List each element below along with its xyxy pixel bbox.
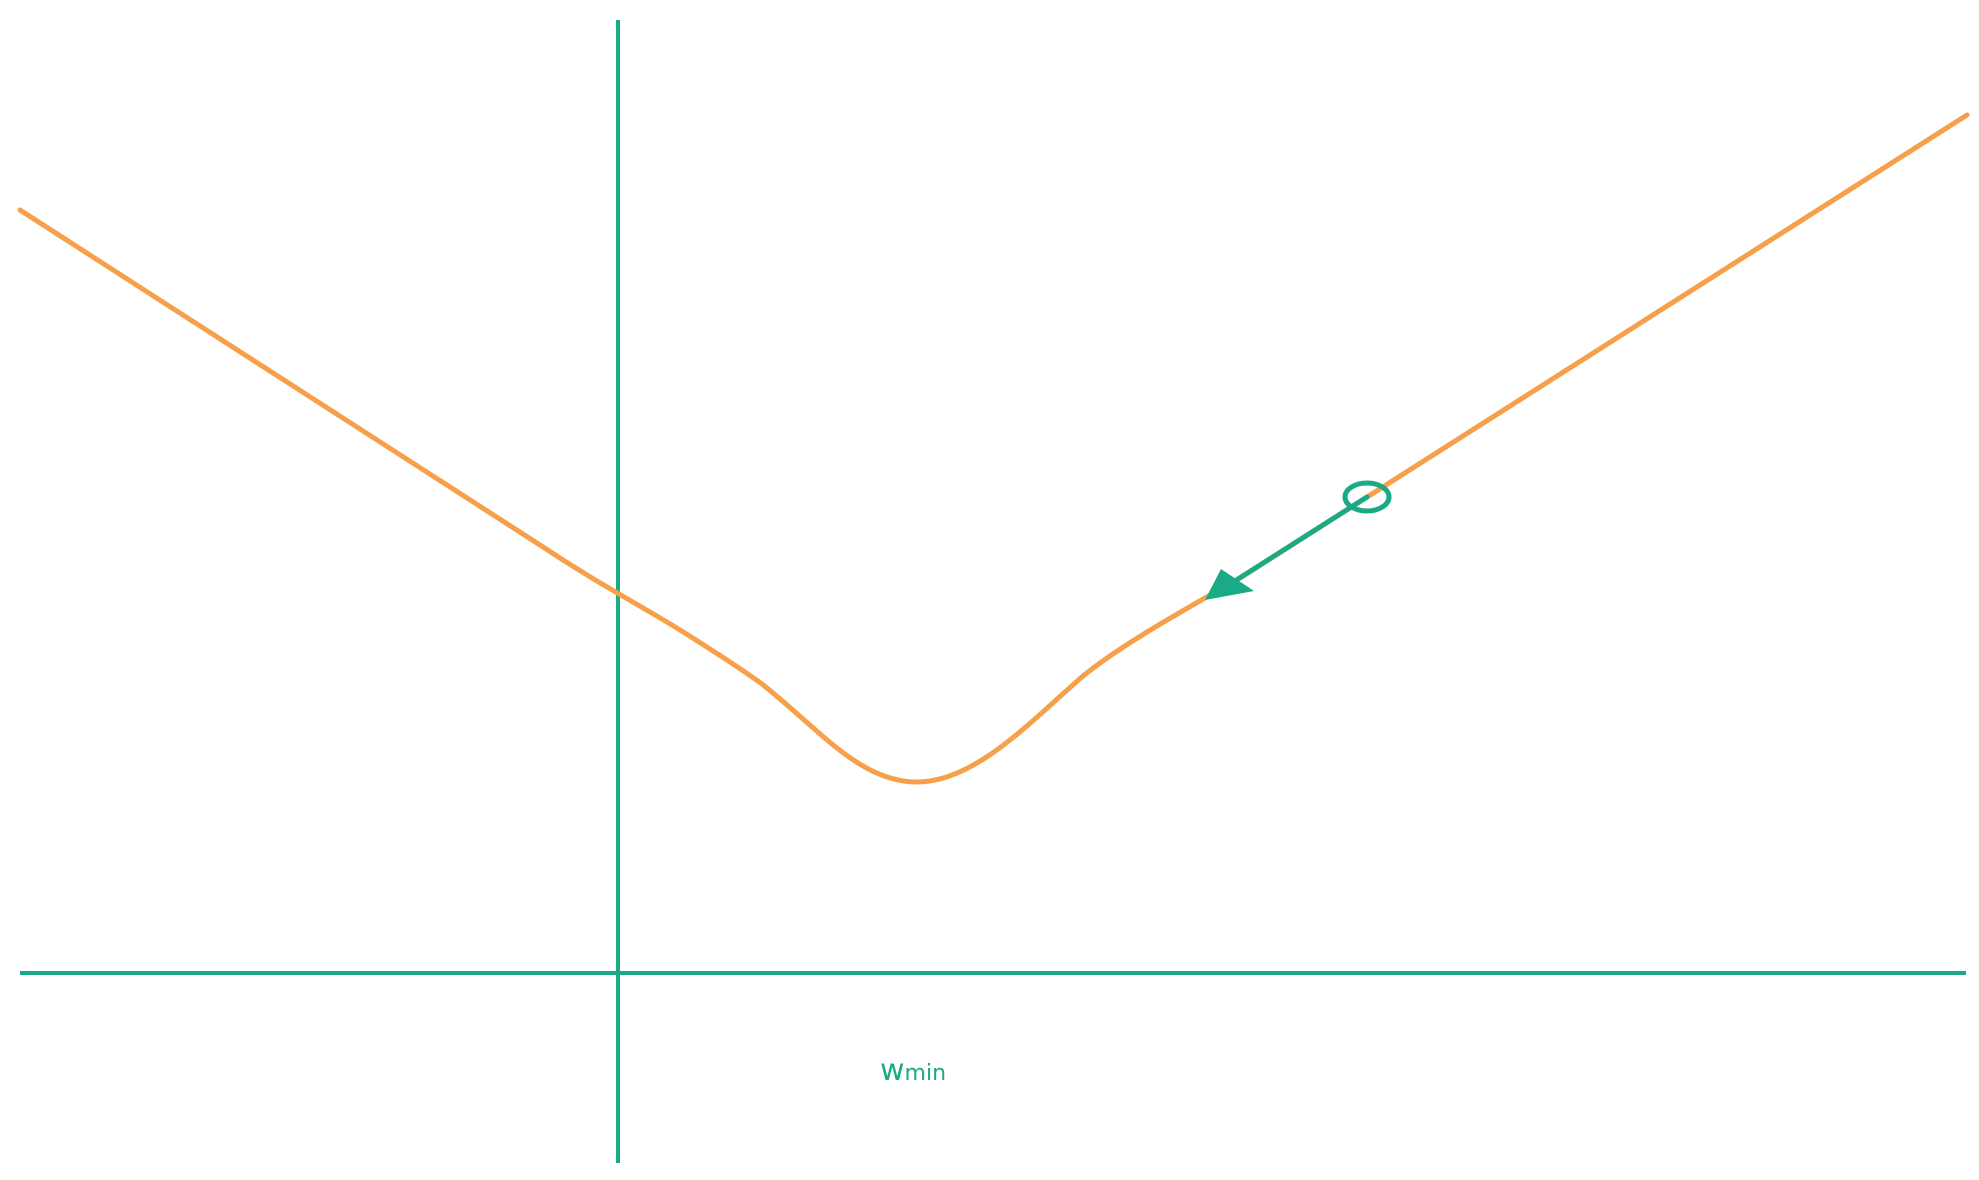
w-min-label: wmin (880, 1053, 946, 1088)
loss-curve (17, 112, 1970, 785)
arrowhead-icon (1205, 569, 1254, 600)
current-weight-marker (1342, 480, 1392, 514)
gradient-descent-arrow (1224, 494, 1370, 589)
w-min-subscript: min (905, 1061, 947, 1086)
w-min-main: w (880, 1053, 905, 1088)
